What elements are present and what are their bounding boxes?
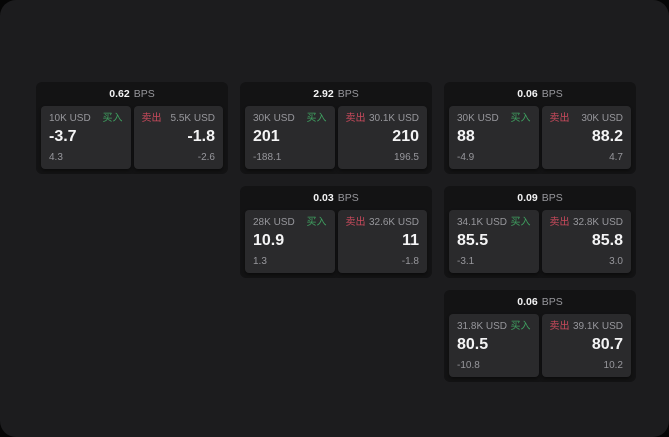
sell-size-label: 32.6K USD (368, 217, 419, 228)
bps-value: 0.03 (313, 192, 334, 204)
sell-tile[interactable]: 卖出 32.8K USD 85.8 3.0 (541, 210, 631, 273)
buy-sub-value: -188.1 (253, 152, 282, 163)
card-header: 0.06 BPS (444, 82, 636, 106)
sell-side-label: 卖出 (345, 113, 366, 124)
bps-unit-label: BPS (541, 88, 563, 100)
sell-side-label: 卖出 (549, 113, 570, 124)
buy-sub-value: -10.8 (457, 360, 480, 371)
quote-card: 0.62 BPS 10K USD 买入 -3.7 4.3 卖出 5.5K USD (36, 82, 228, 174)
bps-value: 0.06 (517, 296, 538, 308)
buy-size-label: 30K USD (253, 113, 295, 124)
buy-sub-value: -4.9 (457, 152, 475, 163)
card-header: 0.62 BPS (36, 82, 228, 106)
sell-sub-value: 4.7 (609, 152, 623, 163)
sell-tile[interactable]: 卖出 5.5K USD -1.8 -2.6 (133, 106, 223, 169)
buy-side-label: 买入 (102, 113, 123, 124)
buy-sub-value: 1.3 (253, 256, 267, 267)
sell-price: 80.7 (591, 336, 623, 353)
bps-value: 0.09 (517, 192, 538, 204)
sell-sub-value: -2.6 (197, 152, 215, 163)
buy-size-label: 10K USD (49, 113, 91, 124)
card-body: 28K USD 买入 10.9 1.3 卖出 32.6K USD 11 -1.8 (240, 210, 432, 278)
sell-size-label: 30K USD (581, 113, 623, 124)
buy-price: 85.5 (457, 232, 489, 249)
sell-sub-value: -1.8 (401, 256, 419, 267)
quote-card-grid: 0.62 BPS 10K USD 买入 -3.7 4.3 卖出 5.5K USD (36, 82, 636, 382)
bps-value: 2.92 (313, 88, 334, 100)
buy-size-label: 30K USD (457, 113, 499, 124)
bps-unit-label: BPS (541, 192, 563, 204)
sell-size-label: 39.1K USD (572, 321, 623, 332)
sell-side-label: 卖出 (549, 321, 570, 332)
buy-price: 201 (253, 128, 280, 145)
buy-side-label: 买入 (510, 217, 531, 228)
sell-price: 210 (392, 128, 419, 145)
sell-side-label: 卖出 (141, 113, 162, 124)
card-body: 30K USD 买入 88 -4.9 卖出 30K USD 88.2 4.7 (444, 106, 636, 174)
card-body: 34.1K USD 买入 85.5 -3.1 卖出 32.8K USD 85.8… (444, 210, 636, 278)
quote-card: 0.06 BPS 31.8K USD 买入 80.5 -10.8 卖出 39.1… (444, 290, 636, 382)
buy-size-label: 28K USD (253, 217, 295, 228)
bps-unit-label: BPS (337, 88, 359, 100)
sell-side-label: 卖出 (345, 217, 366, 228)
sell-size-label: 32.8K USD (572, 217, 623, 228)
card-header: 0.06 BPS (444, 290, 636, 314)
buy-size-label: 31.8K USD (457, 321, 508, 332)
card-body: 10K USD 买入 -3.7 4.3 卖出 5.5K USD -1.8 -2.… (36, 106, 228, 174)
sell-sub-value: 196.5 (393, 152, 419, 163)
sell-size-label: 30.1K USD (368, 113, 419, 124)
sell-side-label: 卖出 (549, 217, 570, 228)
buy-side-label: 买入 (306, 113, 327, 124)
bps-value: 0.06 (517, 88, 538, 100)
sell-tile[interactable]: 卖出 30.1K USD 210 196.5 (337, 106, 427, 169)
sell-tile[interactable]: 卖出 32.6K USD 11 -1.8 (337, 210, 427, 273)
buy-side-label: 买入 (510, 113, 531, 124)
buy-tile[interactable]: 30K USD 买入 201 -188.1 (245, 106, 335, 169)
buy-price: 80.5 (457, 336, 489, 353)
buy-side-label: 买入 (510, 321, 531, 332)
sell-price: 85.8 (591, 232, 623, 249)
buy-sub-value: 4.3 (49, 152, 63, 163)
buy-side-label: 买入 (306, 217, 327, 228)
quote-card: 2.92 BPS 30K USD 买入 201 -188.1 卖出 30.1K … (240, 82, 432, 174)
buy-tile[interactable]: 31.8K USD 买入 80.5 -10.8 (449, 314, 539, 377)
sell-sub-value: 3.0 (609, 256, 623, 267)
buy-price: 88 (457, 128, 475, 145)
buy-tile[interactable]: 30K USD 买入 88 -4.9 (449, 106, 539, 169)
buy-tile[interactable]: 28K USD 买入 10.9 1.3 (245, 210, 335, 273)
sell-tile[interactable]: 卖出 39.1K USD 80.7 10.2 (541, 314, 631, 377)
sell-sub-value: 10.2 (603, 360, 623, 371)
bps-value: 0.62 (109, 88, 130, 100)
buy-size-label: 34.1K USD (457, 217, 508, 228)
bps-unit-label: BPS (541, 296, 563, 308)
buy-price: -3.7 (49, 128, 77, 145)
buy-price: 10.9 (253, 232, 285, 249)
card-header: 2.92 BPS (240, 82, 432, 106)
card-body: 30K USD 买入 201 -188.1 卖出 30.1K USD 210 1… (240, 106, 432, 174)
sell-size-label: 5.5K USD (170, 113, 215, 124)
quote-card: 0.09 BPS 34.1K USD 买入 85.5 -3.1 卖出 32.8K… (444, 186, 636, 278)
card-body: 31.8K USD 买入 80.5 -10.8 卖出 39.1K USD 80.… (444, 314, 636, 382)
sell-price: 11 (402, 232, 419, 249)
sell-price: 88.2 (591, 128, 623, 145)
buy-tile[interactable]: 34.1K USD 买入 85.5 -3.1 (449, 210, 539, 273)
bps-unit-label: BPS (337, 192, 359, 204)
quote-card: 0.06 BPS 30K USD 买入 88 -4.9 卖出 30K USD (444, 82, 636, 174)
buy-tile[interactable]: 10K USD 买入 -3.7 4.3 (41, 106, 131, 169)
card-header: 0.09 BPS (444, 186, 636, 210)
bps-unit-label: BPS (133, 88, 155, 100)
card-header: 0.03 BPS (240, 186, 432, 210)
sell-price: -1.8 (187, 128, 215, 145)
quote-card: 0.03 BPS 28K USD 买入 10.9 1.3 卖出 32.6K US… (240, 186, 432, 278)
sell-tile[interactable]: 卖出 30K USD 88.2 4.7 (541, 106, 631, 169)
buy-sub-value: -3.1 (457, 256, 475, 267)
